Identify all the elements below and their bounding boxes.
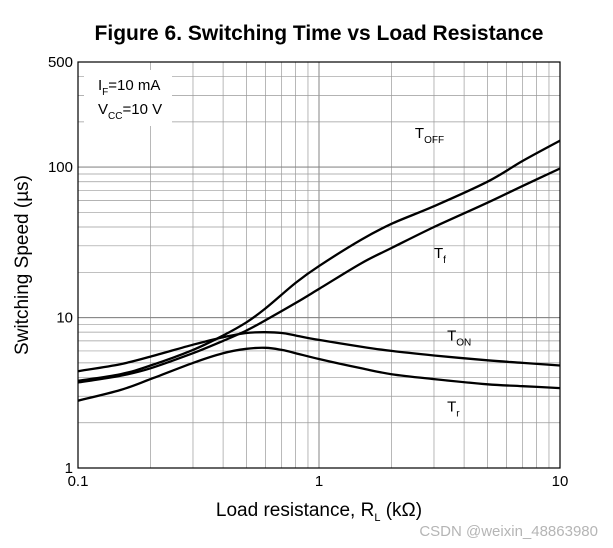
y-tick-label: 500 <box>48 54 73 71</box>
y-tick-label: 100 <box>48 159 73 176</box>
y-tick-labels: 1 10 100 500 <box>48 54 73 477</box>
series-lines <box>77 139 561 402</box>
x-tick-labels: 0.1 1 10 <box>68 473 569 490</box>
series-line-ton <box>77 331 561 373</box>
series-label-tf: Tf <box>434 245 446 266</box>
series-line-tr <box>77 346 561 402</box>
conditions-box: IF=10 mA VCC=10 V <box>84 70 172 126</box>
x-tick-label: 0.1 <box>68 473 89 490</box>
x-axis-label: Load resistance, RL (kΩ) <box>216 500 422 524</box>
series-label-tr: Tr <box>447 399 460 420</box>
chart-title: Figure 6. Switching Time vs Load Resista… <box>95 22 544 45</box>
series-line-toff <box>77 139 561 382</box>
plot-frame <box>77 61 561 469</box>
series-label-toff: TOFF <box>415 125 444 146</box>
series-line-tf <box>77 167 561 384</box>
conditions-background <box>84 70 172 126</box>
y-tick-label: 1 <box>65 460 73 477</box>
x-tick-label: 1 <box>315 473 323 490</box>
grid <box>78 62 560 468</box>
condition-text: IF=10 mA <box>98 77 160 98</box>
series-label-ton: TON <box>447 328 471 349</box>
series-labels: TOFF Tf TON Tr <box>415 125 471 419</box>
condition-text: VCC=10 V <box>98 101 162 122</box>
watermark: CSDN @weixin_48863980 <box>419 523 598 540</box>
x-tick-label: 10 <box>552 473 569 490</box>
y-tick-label: 10 <box>56 310 73 327</box>
y-axis-label: Switching Speed (µs) <box>12 175 33 355</box>
